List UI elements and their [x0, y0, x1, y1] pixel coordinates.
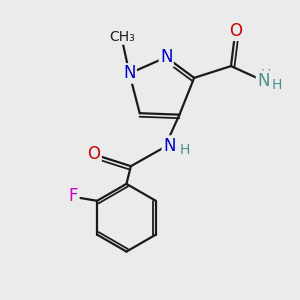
Text: H: H [180, 143, 190, 157]
Text: N: N [123, 64, 136, 82]
Text: O: O [229, 22, 242, 40]
Text: N: N [160, 48, 172, 66]
Text: F: F [69, 188, 78, 206]
Text: N: N [163, 136, 175, 154]
Text: O: O [88, 146, 100, 164]
Text: CH₃: CH₃ [109, 30, 135, 44]
Text: N: N [257, 72, 270, 90]
Text: H: H [272, 78, 282, 92]
Text: H: H [261, 68, 272, 82]
